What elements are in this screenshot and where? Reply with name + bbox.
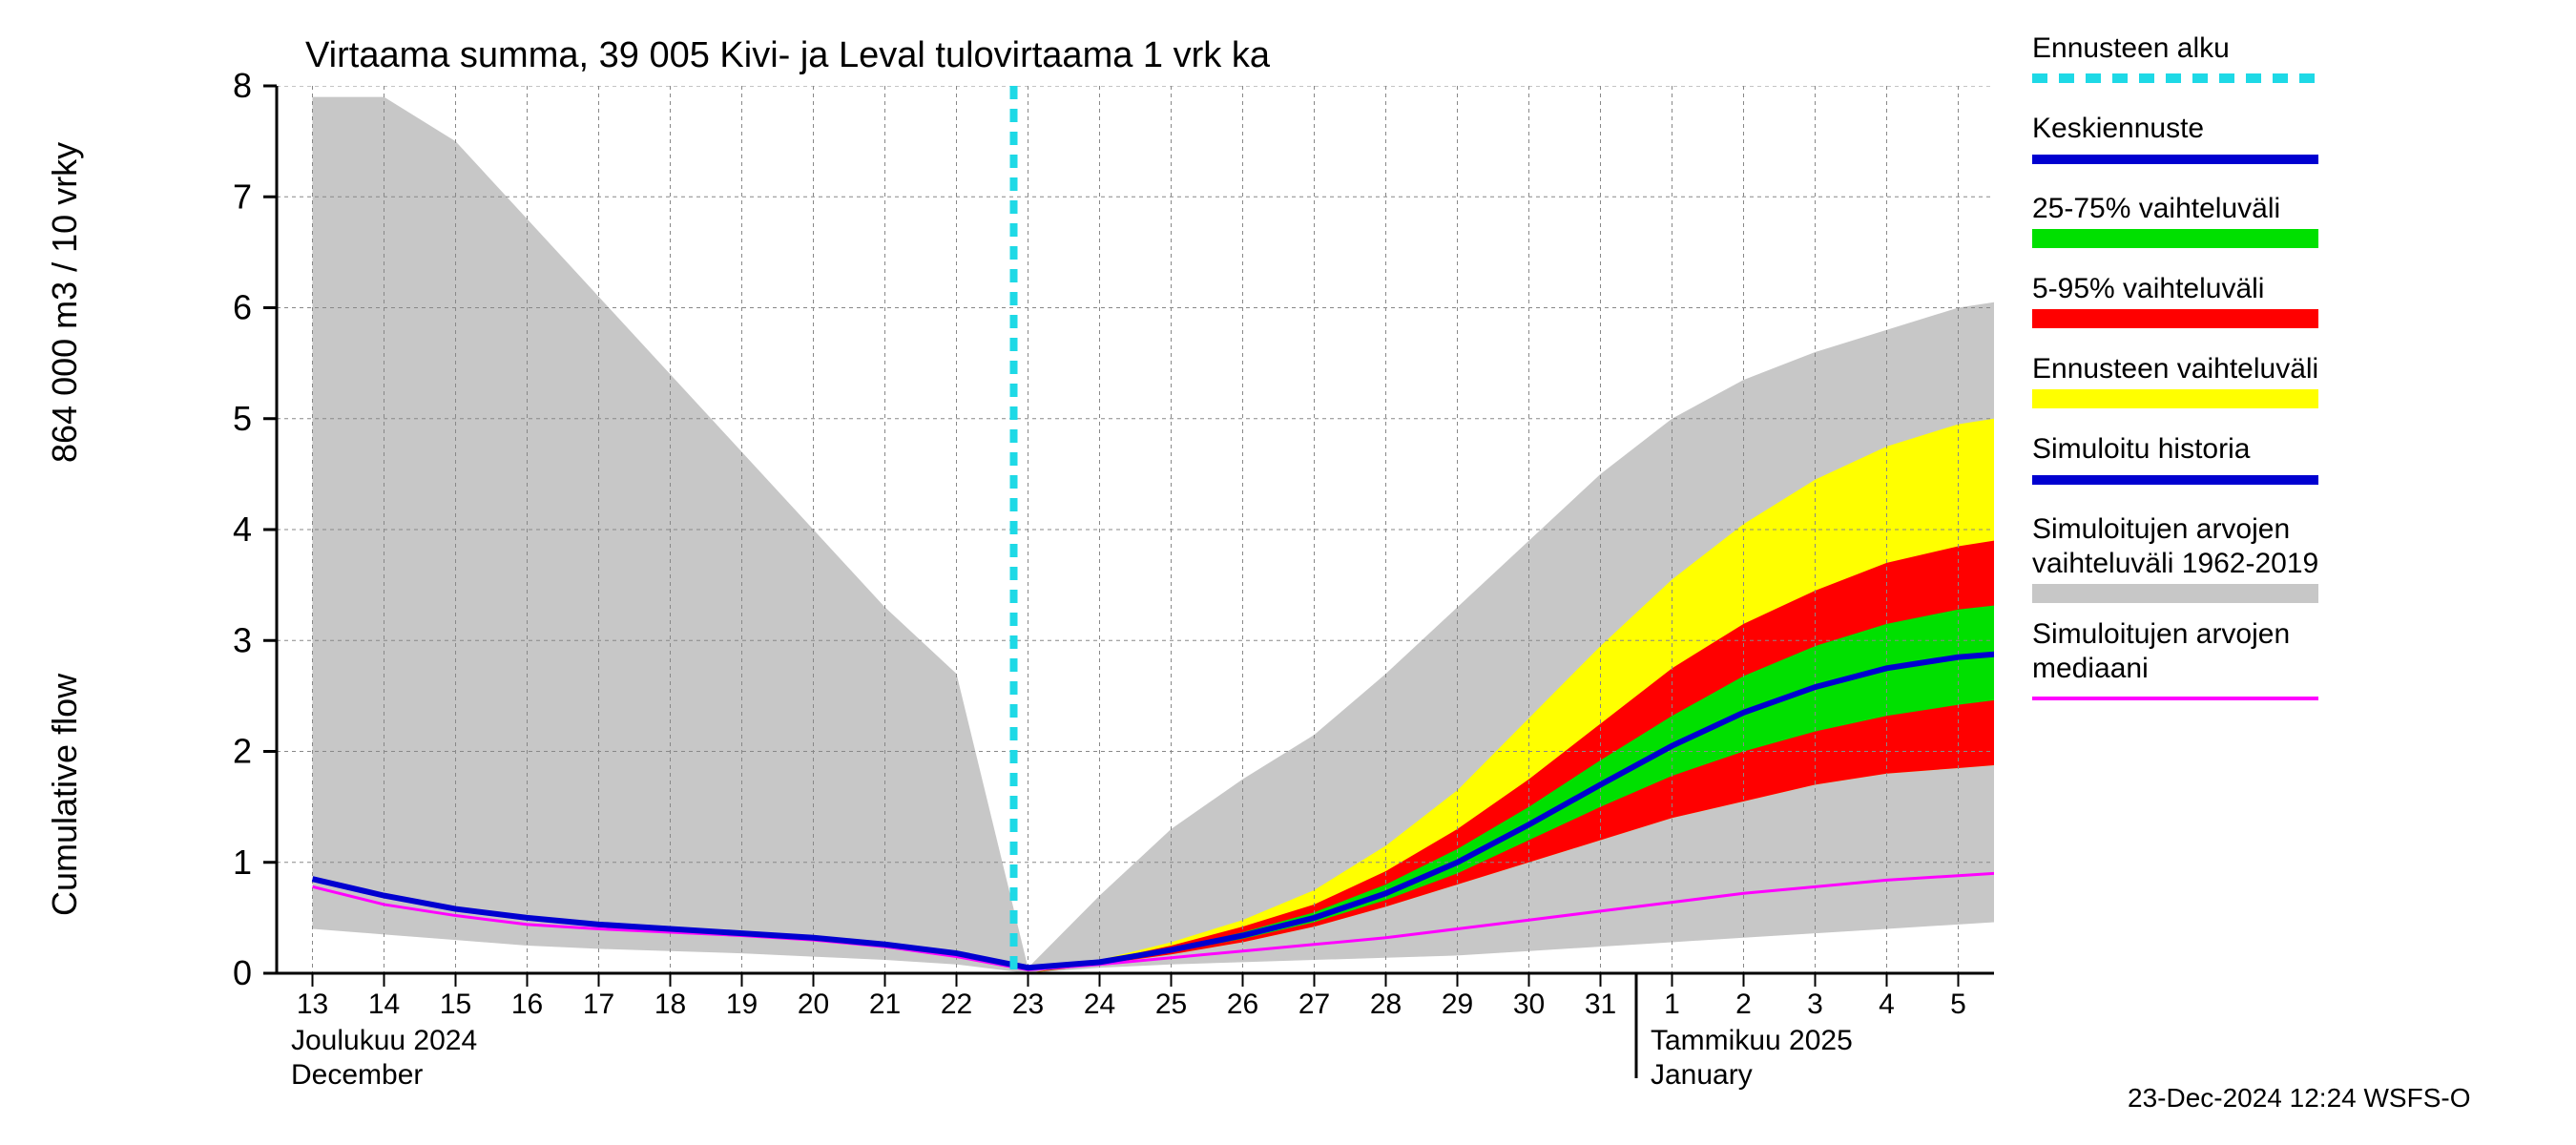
month-label-en: January xyxy=(1651,1059,1753,1091)
y-tick-label: 5 xyxy=(233,399,252,438)
legend-label: 5-95% vaihteluväli xyxy=(2032,273,2264,304)
chart-footer: 23-Dec-2024 12:24 WSFS-O xyxy=(2128,1083,2471,1113)
y-axis-label-top: 864 000 m3 / 10 vrky xyxy=(45,142,84,463)
legend-label: Simuloitujen arvojen xyxy=(2032,513,2290,545)
y-tick-label: 8 xyxy=(233,66,252,105)
chart-container: 0123456781314151617181920212223242526272… xyxy=(0,0,2576,1145)
x-tick-label: 27 xyxy=(1298,989,1330,1020)
x-tick-label: 28 xyxy=(1370,989,1402,1020)
x-tick-label: 15 xyxy=(440,989,471,1020)
x-tick-label: 24 xyxy=(1084,989,1115,1020)
x-tick-label: 30 xyxy=(1513,989,1545,1020)
y-tick-label: 2 xyxy=(233,732,252,771)
x-tick-label: 4 xyxy=(1879,989,1895,1020)
x-tick-label: 26 xyxy=(1227,989,1258,1020)
legend-label: mediaani xyxy=(2032,653,2149,684)
legend-label: Keskiennuste xyxy=(2032,113,2204,144)
y-tick-label: 7 xyxy=(233,177,252,216)
legend-swatch xyxy=(2032,389,2318,408)
y-axis-label-bottom: Cumulative flow xyxy=(45,673,84,916)
x-tick-label: 16 xyxy=(511,989,543,1020)
x-tick-label: 3 xyxy=(1807,989,1823,1020)
x-tick-label: 31 xyxy=(1585,989,1616,1020)
legend-swatch xyxy=(2032,229,2318,248)
legend-label: vaihteluväli 1962-2019 xyxy=(2032,548,2318,579)
month-label-en: December xyxy=(291,1059,423,1091)
x-tick-label: 18 xyxy=(654,989,686,1020)
x-tick-label: 22 xyxy=(941,989,972,1020)
chart-title: Virtaama summa, 39 005 Kivi- ja Leval tu… xyxy=(305,35,1271,75)
y-tick-label: 4 xyxy=(233,510,252,549)
month-label-fi: Tammikuu 2025 xyxy=(1651,1025,1853,1056)
x-tick-label: 21 xyxy=(869,989,901,1020)
x-tick-label: 23 xyxy=(1012,989,1044,1020)
x-tick-label: 17 xyxy=(583,989,614,1020)
y-tick-label: 6 xyxy=(233,288,252,327)
x-tick-label: 13 xyxy=(297,989,328,1020)
legend-label: Ennusteen vaihteluväli xyxy=(2032,353,2318,385)
legend-label: 25-75% vaihteluväli xyxy=(2032,193,2280,224)
legend-swatch xyxy=(2032,309,2318,328)
legend-label: Ennusteen alku xyxy=(2032,32,2230,64)
y-tick-label: 1 xyxy=(233,843,252,882)
x-tick-label: 29 xyxy=(1442,989,1473,1020)
legend-swatch xyxy=(2032,697,2318,700)
legend-label: Simuloitu historia xyxy=(2032,433,2251,465)
legend-swatch xyxy=(2032,584,2318,603)
y-tick-label: 3 xyxy=(233,620,252,659)
legend-swatch xyxy=(2032,155,2318,164)
x-tick-label: 20 xyxy=(798,989,829,1020)
legend-swatch xyxy=(2032,475,2318,485)
chart-svg: 0123456781314151617181920212223242526272… xyxy=(0,0,2576,1145)
legend-label: Simuloitujen arvojen xyxy=(2032,618,2290,650)
x-tick-label: 25 xyxy=(1155,989,1187,1020)
x-tick-label: 2 xyxy=(1735,989,1752,1020)
x-tick-label: 19 xyxy=(726,989,758,1020)
x-tick-label: 14 xyxy=(368,989,400,1020)
x-tick-label: 1 xyxy=(1664,989,1680,1020)
x-tick-label: 5 xyxy=(1950,989,1966,1020)
y-tick-label: 0 xyxy=(233,953,252,992)
month-label-fi: Joulukuu 2024 xyxy=(291,1025,477,1056)
